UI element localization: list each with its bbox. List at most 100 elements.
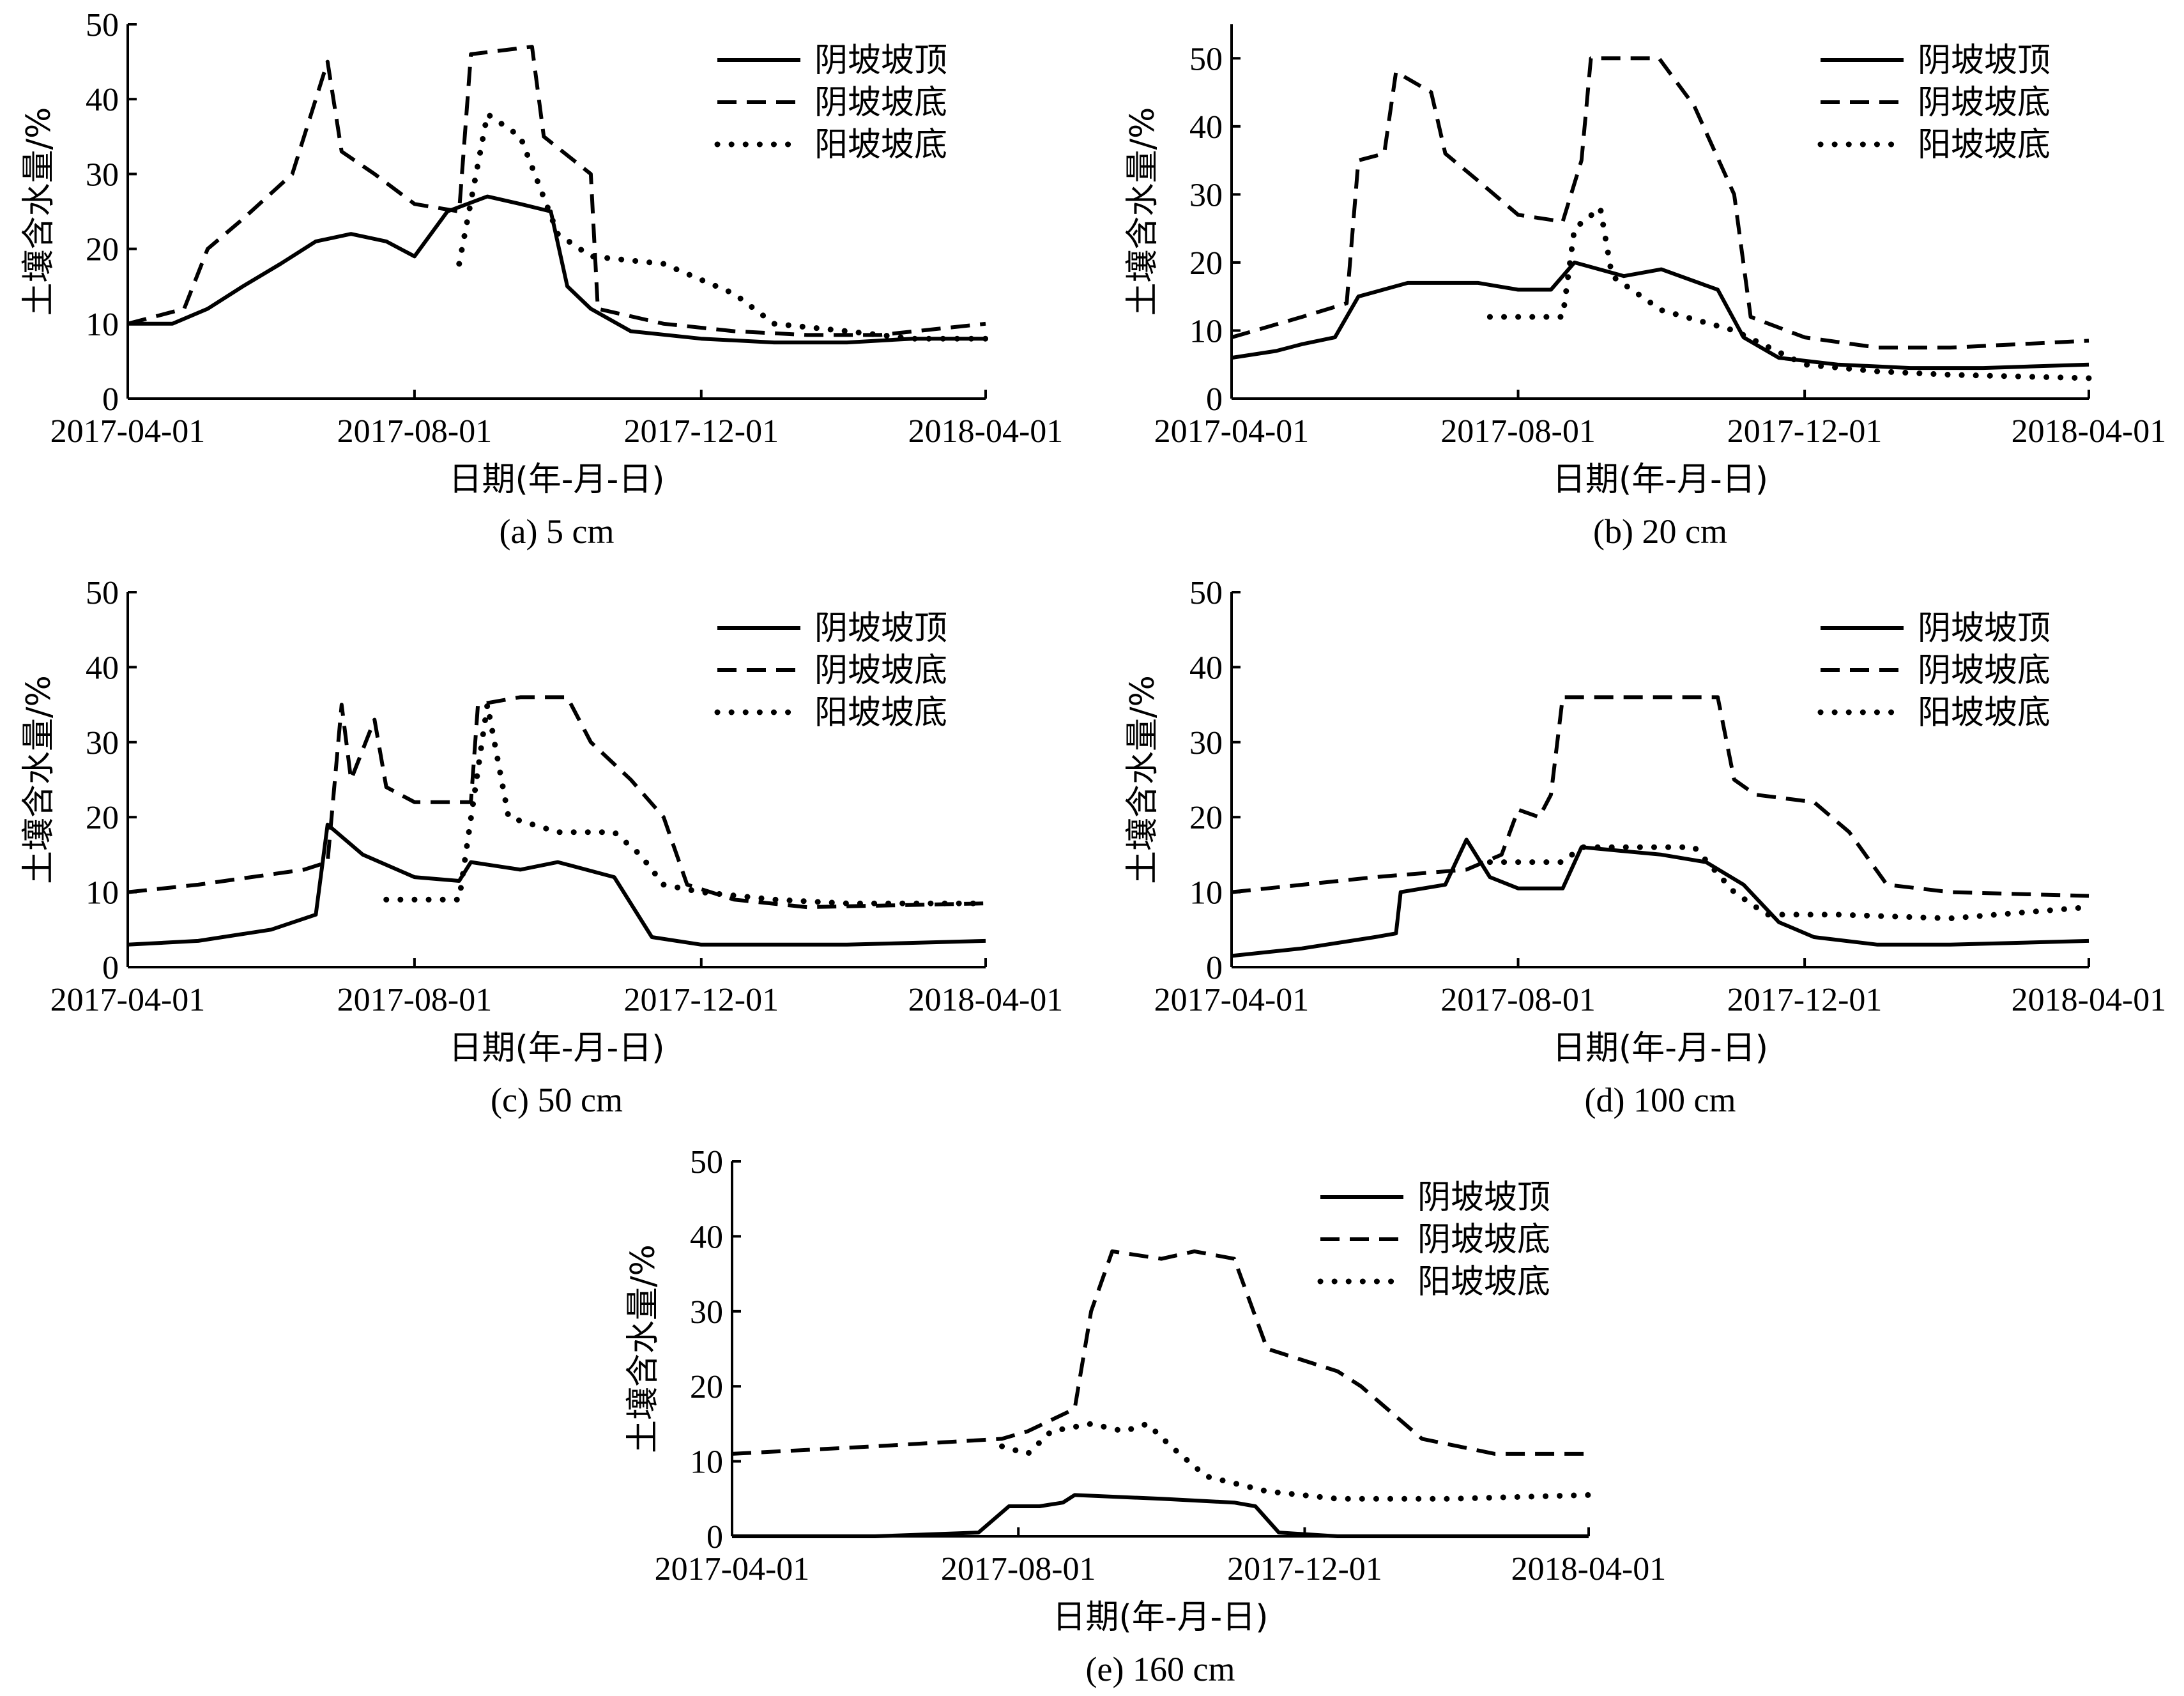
x-tick-label: 2017-08-01 xyxy=(941,1551,1096,1587)
x-axis-label: 日期(年-月-日) xyxy=(448,461,664,499)
x-axis-label: 日期(年-月-日) xyxy=(448,1029,664,1067)
panel-caption: (a) 5 cm xyxy=(500,512,615,551)
series-line-3 xyxy=(456,109,989,342)
y-tick-label: 20 xyxy=(86,800,119,836)
y-tick-label: 10 xyxy=(86,307,119,343)
y-tick-label: 0 xyxy=(1206,381,1223,418)
y-tick-label: 10 xyxy=(690,1444,723,1481)
y-tick-label: 50 xyxy=(690,1144,723,1180)
series-line-1 xyxy=(1231,260,2089,371)
y-tick-label: 30 xyxy=(1189,725,1223,761)
y-axis-label: 土壤含水量/% xyxy=(1124,107,1162,316)
panel-caption: (e) 160 cm xyxy=(1086,1650,1235,1688)
x-tick-label: 2017-04-01 xyxy=(655,1551,810,1587)
y-tick-label: 10 xyxy=(1189,875,1223,912)
series-line-1 xyxy=(1231,837,2089,958)
legend-label: 阳坡坡底 xyxy=(1918,126,2050,164)
legend-label: 阴坡坡底 xyxy=(1918,84,2050,122)
y-axis-label: 土壤含水量/% xyxy=(1124,675,1162,884)
x-tick-label: 2017-04-01 xyxy=(1154,982,1310,1018)
y-tick-label: 40 xyxy=(690,1219,723,1255)
x-axis-label: 日期(年-月-日) xyxy=(1052,1598,1268,1637)
series-line-3 xyxy=(1486,844,2092,922)
series-line-1 xyxy=(127,822,986,947)
panel-caption: (c) 50 cm xyxy=(491,1081,623,1119)
legend-label: 阴坡坡底 xyxy=(814,652,947,690)
x-tick-label: 2018-04-01 xyxy=(2012,413,2167,450)
panel-caption: (b) 20 cm xyxy=(1593,512,1727,551)
x-tick-label: 2018-04-01 xyxy=(908,413,1064,450)
chart-panel-5: 0 10 20 30 40 50 2017-04-01 2017-08-01 2017-12-0… xyxy=(624,1144,1666,1688)
y-tick-label: 20 xyxy=(690,1369,723,1405)
y-tick-label: 20 xyxy=(86,232,119,268)
legend-label: 阴坡坡顶 xyxy=(1918,609,2050,648)
x-tick-label: 2017-12-01 xyxy=(623,982,779,1018)
x-tick-label: 2017-12-01 xyxy=(1727,982,1882,1018)
x-tick-label: 2017-04-01 xyxy=(50,982,206,1018)
legend-label: 阴坡坡顶 xyxy=(814,42,947,80)
x-tick-label: 2017-04-01 xyxy=(50,413,206,450)
y-tick-label: 50 xyxy=(1189,575,1223,611)
series-line-1 xyxy=(732,1493,1589,1538)
legend-label: 阳坡坡底 xyxy=(1417,1263,1550,1301)
x-tick-label: 2017-12-01 xyxy=(1227,1551,1382,1587)
y-tick-label: 0 xyxy=(102,950,119,986)
series-line-3 xyxy=(999,1420,1592,1502)
y-tick-label: 50 xyxy=(86,575,119,611)
y-axis-label: 土壤含水量/% xyxy=(20,675,58,884)
y-axis-label: 土壤含水量/% xyxy=(20,107,58,316)
x-axis-label: 日期(年-月-日) xyxy=(1552,1029,1768,1067)
chart-panel-1: 0 10 20 30 40 50 2017-04-01 2017-08-01 2017-12-0… xyxy=(20,7,1063,551)
y-tick-label: 0 xyxy=(102,381,119,418)
x-tick-label: 2018-04-01 xyxy=(908,982,1064,1018)
legend-label: 阴坡坡底 xyxy=(1918,652,2050,690)
x-axis-label: 日期(年-月-日) xyxy=(1552,461,1768,499)
x-tick-label: 2018-04-01 xyxy=(2012,982,2167,1018)
legend-label: 阳坡坡底 xyxy=(814,126,947,164)
chart-panel-3: 0 10 20 30 40 50 2017-04-01 2017-08-01 2017-12-0… xyxy=(20,575,1063,1119)
y-tick-label: 20 xyxy=(1189,800,1223,836)
legend-label: 阴坡坡顶 xyxy=(814,609,947,648)
series-line-3 xyxy=(383,704,989,906)
x-tick-label: 2017-12-01 xyxy=(1727,413,1882,450)
y-tick-label: 40 xyxy=(1189,650,1223,686)
x-tick-label: 2017-08-01 xyxy=(1440,413,1596,450)
series-line-2 xyxy=(127,695,986,910)
y-tick-label: 10 xyxy=(1189,313,1223,349)
legend-label: 阴坡坡底 xyxy=(1417,1221,1550,1259)
x-tick-label: 2017-08-01 xyxy=(337,982,493,1018)
y-tick-label: 0 xyxy=(1206,950,1223,986)
legend-label: 阴坡坡底 xyxy=(814,84,947,122)
series-line-2 xyxy=(1231,56,2089,350)
y-tick-label: 40 xyxy=(86,650,119,686)
x-tick-label: 2017-04-01 xyxy=(1154,413,1310,450)
y-tick-label: 20 xyxy=(1189,245,1223,282)
panel-caption: (d) 100 cm xyxy=(1585,1081,1736,1119)
y-tick-label: 0 xyxy=(706,1519,723,1555)
x-tick-label: 2018-04-01 xyxy=(1511,1551,1667,1587)
legend-label: 阴坡坡顶 xyxy=(1417,1179,1550,1217)
y-tick-label: 10 xyxy=(86,875,119,912)
y-tick-label: 30 xyxy=(86,157,119,193)
series-line-3 xyxy=(1486,202,2092,381)
legend-label: 阳坡坡底 xyxy=(1918,694,2050,732)
y-tick-label: 50 xyxy=(86,7,119,43)
series-line-1 xyxy=(128,194,986,345)
series-line-2 xyxy=(1231,695,2089,898)
chart-panel-2: 0 10 20 30 40 50 2017-04-01 2017-08-01 2017-12-0… xyxy=(1124,24,2166,551)
chart-panel-4: 0 10 20 30 40 50 2017-04-01 2017-08-01 2017-12-0… xyxy=(1124,575,2166,1119)
legend-label: 阴坡坡顶 xyxy=(1918,42,2050,80)
y-tick-label: 30 xyxy=(86,725,119,761)
y-tick-label: 50 xyxy=(1189,41,1223,77)
y-tick-label: 30 xyxy=(1189,177,1223,213)
y-axis-label: 土壤含水量/% xyxy=(624,1244,662,1453)
legend-label: 阳坡坡底 xyxy=(814,694,947,732)
y-tick-label: 40 xyxy=(1189,109,1223,146)
x-tick-label: 2017-12-01 xyxy=(623,413,779,450)
y-tick-label: 30 xyxy=(690,1294,723,1331)
x-tick-label: 2017-08-01 xyxy=(1440,982,1596,1018)
x-tick-label: 2017-08-01 xyxy=(337,413,493,450)
y-tick-label: 40 xyxy=(86,82,119,118)
series-line-2 xyxy=(127,45,986,337)
